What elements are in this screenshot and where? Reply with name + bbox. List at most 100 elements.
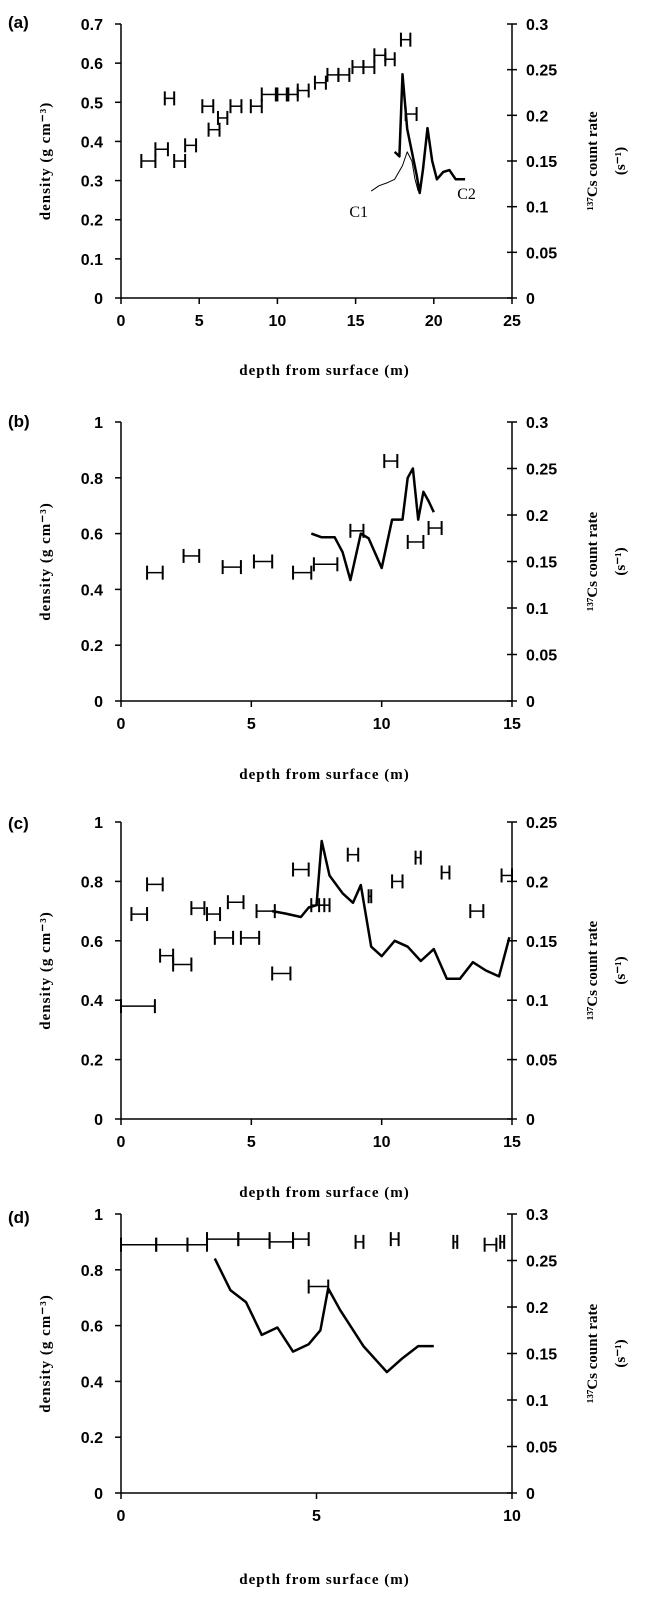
y2-tick-label: 0.1 [526,200,548,217]
density-range-marker [260,87,277,102]
y2-tick-label: 0.2 [526,874,548,891]
density-range-marker [154,142,169,157]
density-range-marker [292,862,310,877]
x-axis-title: depth from surface (m) [239,1572,409,1588]
y2-tick-label: 0.15 [526,934,557,951]
x-tick-label: 0 [117,1134,126,1151]
density-range-marker [427,521,443,536]
x-tick-label: 5 [195,313,204,330]
density-range-marker [373,48,387,63]
x-tick-label: 15 [503,716,521,733]
density-range-marker [120,1237,158,1252]
y2-axis-unit: (s⁻¹) [613,547,629,575]
y-axis-title: density (g cm⁻³) [38,502,54,620]
y-tick-label: 0.3 [81,174,103,191]
density-range-marker [414,850,422,865]
y2-tick-label: 0.25 [526,815,557,832]
density-range-marker [483,1237,498,1252]
y2-tick-label: 0.2 [526,1300,548,1317]
y-tick-label: 0.1 [81,252,103,269]
density-range-marker [499,1234,506,1249]
x-tick-label: 10 [373,716,391,733]
x-tick-label: 0 [117,1508,126,1525]
y-tick-label: 0.4 [81,1374,103,1391]
y-tick-label: 0.8 [81,471,103,488]
density-range-marker [172,957,193,972]
x-tick-label: 0 [117,313,126,330]
y2-axis-unit: (s⁻¹) [613,956,629,984]
y2-tick-label: 0.3 [526,1207,548,1224]
density-range-marker [207,122,221,137]
density-range-marker [307,1279,330,1294]
panel-label: (c) [8,814,29,833]
density-range-marker [216,110,229,125]
panel-label: (a) [8,13,29,32]
y2-tick-label: 0.3 [526,415,548,432]
x-tick-label: 25 [503,313,521,330]
y-tick-label: 0.2 [81,213,103,230]
x-tick-label: 10 [269,313,287,330]
density-range-marker [201,99,215,114]
y-axis-title: density (g cm⁻³) [38,911,54,1029]
density-range-marker [318,898,331,913]
density-range-marker [367,889,373,904]
density-range-marker [384,52,396,67]
y2-tick-label: 0.05 [526,1440,557,1457]
y2-tick-label: 0.15 [526,154,557,171]
y-tick-label: 1 [94,1207,103,1224]
y-tick-label: 0.4 [81,134,103,151]
cs-count-rate-line [370,151,419,192]
y2-axis-title: ¹³⁷Cs count rate [585,512,601,612]
x-tick-label: 5 [312,1508,321,1525]
density-range-marker [249,99,263,114]
density-range-marker [292,565,313,580]
y-tick-label: 0.6 [81,56,103,73]
y2-tick-label: 0.15 [526,1347,557,1364]
y-tick-label: 1 [94,815,103,832]
density-range-marker [271,966,292,981]
y-tick-label: 0 [94,1486,103,1503]
density-range-marker [399,32,412,47]
density-range-marker [173,154,187,168]
y-tick-label: 0.6 [81,1319,103,1336]
density-range-marker [229,99,243,114]
density-range-marker [186,1237,209,1252]
density-range-marker [206,1232,240,1247]
y2-tick-label: 0.25 [526,462,557,479]
density-range-marker [213,930,235,945]
y-axis-title: density (g cm⁻³) [38,102,54,220]
y-tick-label: 0.2 [81,1430,103,1447]
density-range-marker [252,554,274,569]
y-tick-label: 0.4 [81,993,103,1010]
density-range-marker [500,868,513,883]
density-range-marker [155,1237,189,1252]
density-range-marker [452,1234,459,1249]
y2-axis-title: ¹³⁷Cs count rate [585,921,601,1021]
x-tick-label: 15 [503,1134,521,1151]
density-range-marker [469,904,485,919]
density-range-marker [221,560,242,575]
density-range-marker [313,75,327,90]
y-tick-label: 0.6 [81,527,103,544]
density-range-marker [346,847,360,862]
x-axis-title: depth from surface (m) [239,363,409,379]
y2-tick-label: 0.1 [526,601,548,618]
y2-tick-label: 0.2 [526,108,548,125]
y2-axis-unit: (s⁻¹) [613,147,629,175]
density-range-marker [296,83,310,98]
series-annotation: C1 [349,204,368,221]
density-range-marker [239,930,261,945]
density-range-marker [159,948,175,963]
density-range-marker [182,548,201,563]
panel-label: (d) [8,1208,30,1227]
density-range-marker [184,138,198,153]
y-tick-label: 0.7 [81,17,103,34]
y-tick-label: 0 [94,291,103,308]
y2-tick-label: 0 [526,291,535,308]
y-tick-label: 0.5 [81,95,103,112]
density-range-marker [391,874,404,889]
x-tick-label: 15 [347,313,365,330]
y-tick-label: 0.2 [81,638,103,655]
